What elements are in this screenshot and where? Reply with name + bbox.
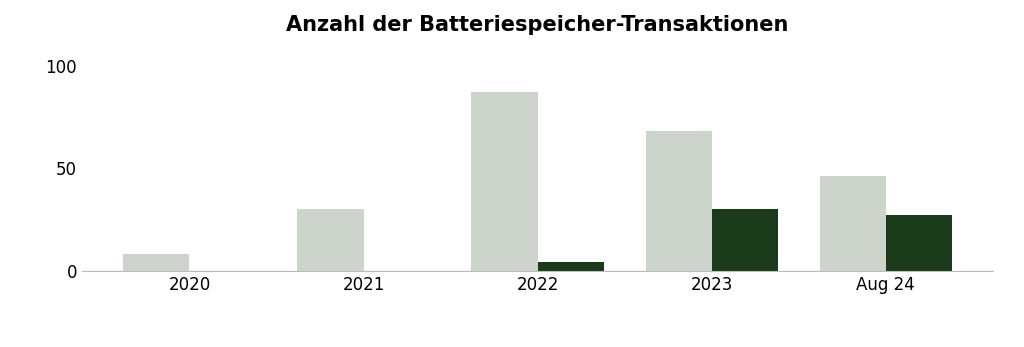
Bar <box>538 262 604 271</box>
Bar <box>819 176 886 271</box>
Bar <box>645 131 712 271</box>
Bar <box>471 92 538 271</box>
Bar <box>886 215 952 271</box>
Bar <box>297 209 364 271</box>
Bar <box>712 209 778 271</box>
Title: Anzahl der Batteriespeicher-Transaktionen: Anzahl der Batteriespeicher-Transaktione… <box>287 15 788 35</box>
Bar <box>123 254 189 271</box>
